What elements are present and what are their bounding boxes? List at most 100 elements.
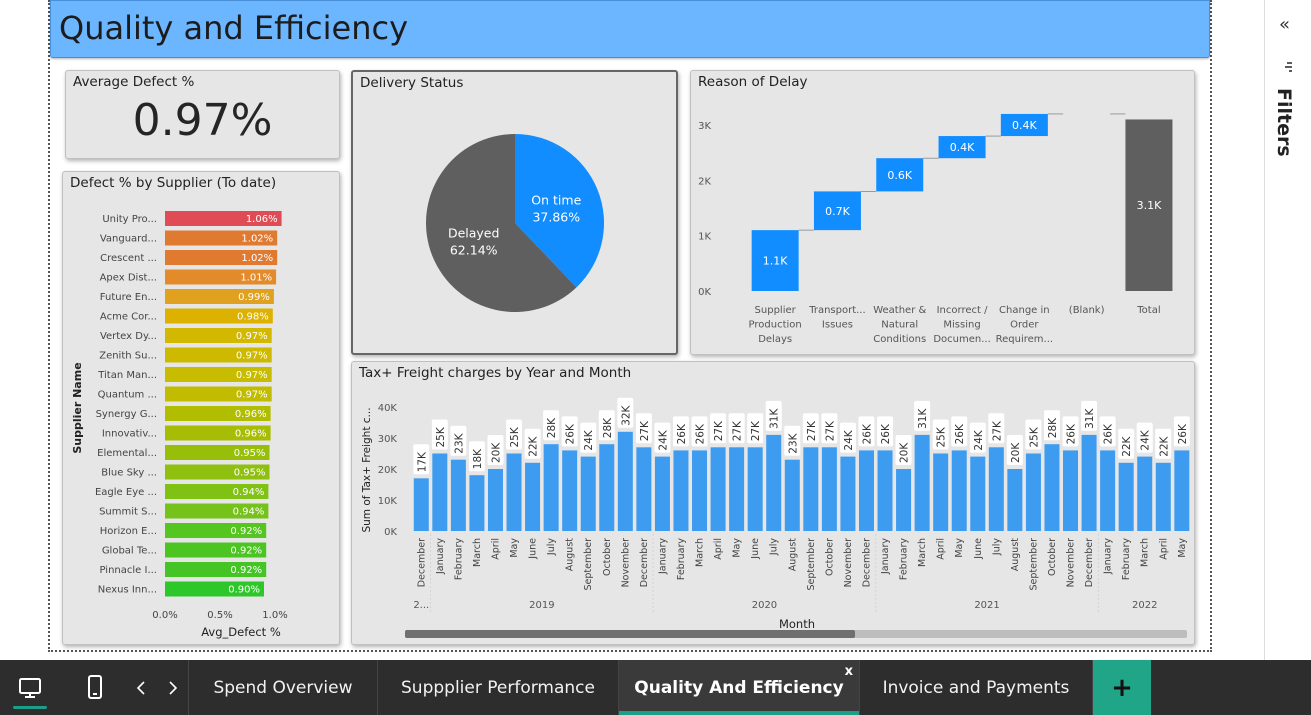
tab-supplier-performance[interactable]: Suppplier Performance	[378, 660, 619, 715]
tax-freight-label-bg	[1006, 435, 1023, 465]
tax-freight-label-bg	[710, 413, 727, 444]
delivery-status-title: Delivery Status	[360, 75, 464, 91]
delay-bar	[876, 158, 924, 192]
supplier-bar	[165, 211, 282, 226]
delivery-status-card[interactable]: Delivery Status On time 37.86% Delayed 62.1…	[351, 70, 678, 355]
tax-freight-bar	[821, 447, 837, 531]
mobile-view-icon[interactable]	[78, 660, 112, 715]
tax-freight-bar-value: 24K	[583, 429, 595, 450]
filters-label: Filters	[1273, 88, 1295, 157]
supplier-x-tick: 1.0%	[262, 610, 287, 621]
tax-freight-label-bg	[635, 413, 652, 444]
delay-bar	[1125, 119, 1173, 291]
tax-freight-bar	[599, 444, 615, 531]
tax-freight-month-label: January	[880, 538, 891, 575]
supplier-label: Synergy G...	[96, 409, 157, 420]
tax-freight-month-label: November	[620, 538, 631, 588]
tax-freight-bar	[766, 434, 782, 531]
supplier-bar-value: 0.95%	[234, 468, 266, 479]
supplier-axis-title: Supplier Name	[71, 362, 84, 453]
pie-slice-pct: 62.14%	[450, 243, 498, 258]
tax-freight-bar	[617, 431, 633, 531]
desktop-view-icon[interactable]	[10, 660, 50, 715]
tax-freight-bar-value: 23K	[787, 432, 799, 453]
tax-freight-month-label: February	[899, 538, 910, 580]
avg-defect-card[interactable]: Average Defect % 0.97%	[65, 70, 340, 159]
tax-freight-column-chart: Sum of Tax+ Freight c... 0K 10K 20K 30K 40K 17…	[361, 397, 1190, 638]
tax-freight-bar	[803, 447, 819, 531]
tax-freight-bar-value: 28K	[1047, 417, 1059, 438]
horizontal-scrollbar-thumb[interactable]	[405, 630, 855, 638]
add-page-button[interactable]: +	[1093, 660, 1151, 715]
supplier-bar	[165, 562, 267, 577]
tax-freight-month-label: August	[565, 538, 576, 572]
tax-freight-month-label: July	[991, 538, 1002, 556]
tax-freight-bar-value: 24K	[657, 429, 669, 450]
tax-freight-bar-value: 27K	[639, 420, 651, 441]
tax-freight-month-label: March	[1140, 538, 1151, 567]
tax-freight-bar	[858, 450, 874, 531]
delay-bar-value: 3.1K	[1137, 199, 1162, 212]
supplier-label: Acme Cor...	[100, 312, 157, 323]
supplier-label: Nexus Inn...	[98, 585, 157, 596]
supplier-bar-value: 1.06%	[246, 214, 278, 225]
tax-freight-bar	[580, 456, 596, 531]
tab-quality-and-efficiency[interactable]: Quality And Efficiency x	[619, 660, 860, 715]
pie-slice-name: Delayed	[448, 226, 499, 241]
tax-freight-bar-value: 27K	[750, 420, 762, 441]
supplier-label: Future En...	[100, 292, 157, 303]
tax-freight-label-bg	[784, 425, 801, 456]
supplier-label: Apex Dist...	[100, 273, 157, 284]
close-tab-icon[interactable]: x	[844, 664, 853, 679]
supplier-bar-value: 1.02%	[241, 234, 273, 245]
delay-bar-value: 0.4K	[1012, 119, 1037, 132]
tax-freight-label-bg	[468, 441, 485, 472]
defect-by-supplier-title: Defect % by Supplier (To date)	[70, 175, 277, 191]
tax-freight-y-tick: 10K	[378, 496, 398, 507]
delay-bar-value: 0.4K	[950, 141, 975, 154]
tax-freight-label-bg	[691, 416, 708, 447]
supplier-label: Elemental...	[97, 448, 157, 459]
previous-page-icon[interactable]	[130, 660, 152, 715]
tax-freight-bar-value: 27K	[991, 420, 1003, 441]
defect-by-supplier-card[interactable]: Defect % by Supplier (To date) Supplier …	[62, 171, 340, 645]
tax-freight-bar	[1007, 469, 1023, 531]
supplier-bar	[165, 464, 270, 480]
tax-freight-label-bg	[543, 410, 560, 441]
tax-freight-bar-value: 26K	[1177, 423, 1189, 444]
supplier-bar	[165, 386, 272, 402]
tax-freight-year-label: 2019	[529, 600, 554, 611]
tax-freight-label-bg	[1155, 428, 1172, 459]
filter-icon	[1280, 60, 1294, 78]
tax-freight-bar-value: 20K	[899, 442, 911, 463]
delay-y-tick: 2K	[698, 176, 711, 187]
supplier-bar-value: 0.99%	[238, 292, 270, 303]
reason-of-delay-title: Reason of Delay	[698, 74, 808, 90]
tax-freight-month-label: November	[1066, 538, 1077, 588]
supplier-bar-value: 0.94%	[233, 487, 265, 498]
supplier-bar-value: 0.97%	[236, 370, 268, 381]
tax-freight-bar-value: 26K	[695, 423, 707, 444]
supplier-label: Crescent ...	[100, 253, 157, 264]
supplier-bar	[165, 445, 270, 460]
tax-freight-month-label: April	[936, 538, 947, 560]
tax-freight-month-label: October	[602, 538, 613, 576]
tax-freight-card[interactable]: Tax+ Freight charges by Year and Month S…	[351, 361, 1195, 645]
tax-freight-label-bg	[431, 419, 448, 450]
tax-freight-bar-value: 26K	[1103, 423, 1115, 444]
tax-freight-bar-value: 24K	[1140, 429, 1152, 450]
collapse-filters-icon[interactable]: «	[1279, 14, 1291, 35]
tab-invoice-and-payments[interactable]: Invoice and Payments	[860, 660, 1093, 715]
delay-category-label: Natural	[881, 320, 918, 331]
tax-freight-month-label: August	[787, 538, 798, 572]
tax-freight-month-label: March	[695, 538, 706, 567]
next-page-icon[interactable]	[162, 660, 184, 715]
tax-freight-month-label: January	[1103, 538, 1114, 575]
filters-pane[interactable]: « Filters	[1264, 0, 1311, 660]
delay-category-label: Transport...	[808, 305, 865, 316]
tax-freight-month-label: April	[490, 538, 501, 560]
delay-bar-value: 1.1K	[763, 255, 788, 268]
supplier-bar-value: 0.97%	[236, 390, 268, 401]
tab-spend-overview[interactable]: Spend Overview	[188, 660, 378, 715]
reason-of-delay-card[interactable]: Reason of Delay 0K 1K 2K 3K 1.1K Supplier Prod…	[690, 70, 1195, 355]
